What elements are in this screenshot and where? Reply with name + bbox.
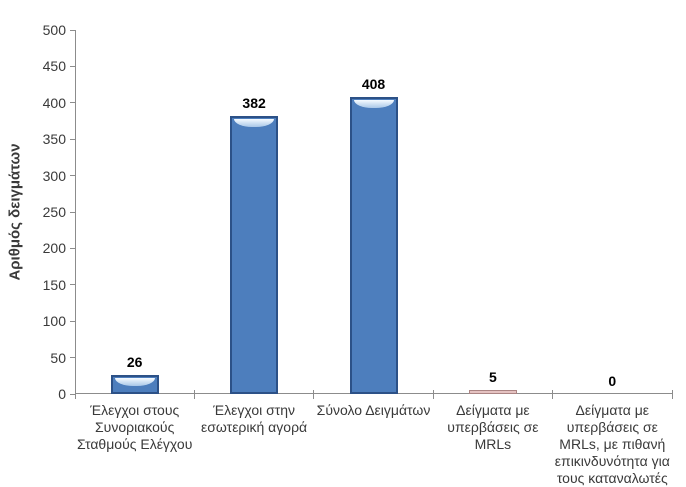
bar-value-label: 26 [126,354,143,371]
y-tick-mark [70,102,75,104]
y-tick-mark [70,211,75,213]
y-tick-label: 50 [50,349,66,366]
bar-value-label: 382 [242,94,266,111]
y-tick-label: 300 [42,167,66,184]
y-tick-label: 150 [42,276,66,293]
y-tick-label: 200 [42,240,66,257]
bar-gloss-highlight [234,118,275,127]
y-tick-mark [70,247,75,249]
x-category-label: Δείγματα με υπερβάσεις σε MRLs, με πιθαν… [554,402,670,486]
bar [230,115,279,394]
x-category-label: Έλεγχοι στην εσωτερική αγορά [201,402,308,435]
bar [468,390,517,394]
y-tick-mark [70,29,75,31]
bar-value-label: 0 [608,373,617,389]
x-tick-mark [74,390,76,399]
bar-value-label: 408 [361,75,386,92]
y-tick-mark [70,393,75,395]
bar [110,375,159,394]
y-tick-mark [70,138,75,140]
y-tick-mark [70,65,75,67]
y-tick-label: 400 [42,94,66,111]
y-tick-mark [70,175,75,177]
bar-gloss-highlight [114,378,155,387]
y-tick-mark [70,320,75,322]
bar-gloss-highlight [353,99,394,108]
bar [349,96,398,394]
y-tick-label: 450 [42,58,66,75]
x-category-label: Έλεγχοι στους Συνοριακούς Σταθμούς Ελέγχ… [77,402,193,452]
x-tick-mark [552,390,554,399]
x-tick-mark [313,390,315,399]
x-category-label: Δείγματα με υπερβάσεις σε MRLs [447,402,539,452]
y-tick-label: 100 [42,313,66,330]
y-tick-label: 250 [42,204,66,220]
y-tick-label: 500 [42,22,66,38]
y-tick-mark [70,284,75,286]
y-tick-label: 0 [58,386,66,402]
x-category-label: Σύνολο Δειγμάτων [316,402,431,418]
y-tick-label: 350 [42,131,66,148]
bar-value-label: 5 [488,369,497,386]
y-tick-mark [70,357,75,359]
x-tick-mark [432,390,434,399]
x-tick-mark [671,390,673,399]
x-tick-mark [193,390,195,399]
